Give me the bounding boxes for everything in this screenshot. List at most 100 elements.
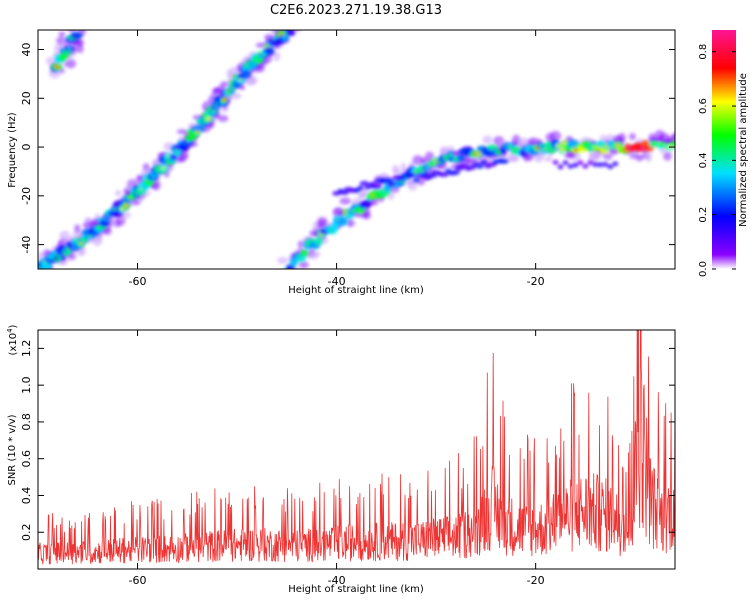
spectrogram-core-blob <box>595 140 605 147</box>
spectrogram-secondary-blob <box>612 161 619 167</box>
y-tick-label: 0.8 <box>20 413 33 431</box>
spectrogram-x-axis-label: Height of straight line (km) <box>288 285 424 296</box>
spectrogram-halo-blob <box>316 216 328 228</box>
spectrogram-heatmap <box>36 20 686 282</box>
spectrogram-peak-blob <box>640 147 645 151</box>
spectrogram-halo-blob <box>36 270 46 275</box>
spectrogram-core-blob <box>337 217 348 227</box>
spectrogram-peak-blob <box>560 148 565 152</box>
spectrogram-halo-blob <box>59 230 71 241</box>
spectrogram-halo-blob <box>675 141 686 149</box>
spectrogram-peak-blob <box>615 143 620 147</box>
spectrogram-secondary-blob <box>602 161 609 167</box>
spectrogram-halo-blob <box>79 245 86 256</box>
spectrogram-peak-blob <box>54 65 59 69</box>
spectrogram-panel: -60 -40 -20 -40 -20 0 20 40 Height of straight … <box>7 20 686 296</box>
spectrogram-frame <box>37 29 676 270</box>
spectrogram-halo-blob <box>544 155 553 162</box>
spectrogram-secondary-blob <box>587 160 594 166</box>
spectrogram-halo-blob <box>405 179 415 186</box>
snr-x-axis-label: Height of straight line (km) <box>288 584 424 595</box>
y-tick-label: -20 <box>20 187 33 205</box>
spectrogram-secondary-blob <box>439 172 449 178</box>
spectrogram-core-blob <box>193 125 206 132</box>
x-tick-label: -20 <box>527 275 545 288</box>
colorbar-tick-label: 0.8 <box>698 44 709 60</box>
spectrogram-halo-blob <box>645 151 653 162</box>
spectrogram-halo-blob <box>94 234 103 242</box>
spectrogram-axes: -60 -40 -20 -40 -20 0 20 40 <box>20 30 675 288</box>
chart-title: C2E6.2023.271.19.38.G13 <box>270 3 442 18</box>
y-tick-label: 0.2 <box>20 523 33 541</box>
spectrogram-secondary-blob <box>476 163 484 169</box>
spectrogram-halo-blob <box>220 81 229 88</box>
spectrogram-secondary-blob <box>582 163 589 169</box>
spectrogram-halo-blob <box>284 20 291 28</box>
spectrogram-halo-blob <box>287 276 299 282</box>
spectrogram-peak-blob <box>351 209 356 213</box>
spectrogram-halo-blob <box>391 164 399 173</box>
spectrogram-secondary-blob <box>383 177 394 183</box>
spectrogram-peak-blob <box>399 180 404 184</box>
spectrogram-core-blob <box>300 249 309 257</box>
spectrogram-secondary-blob <box>592 161 599 167</box>
spectrogram-peak-blob <box>448 153 453 157</box>
x-tick-label: -40 <box>328 275 346 288</box>
spectrogram-halo-blob <box>276 257 289 264</box>
colorbar-ticks: 0.0 0.2 0.4 0.6 0.8 <box>698 44 736 277</box>
spectrogram-halo-blob <box>288 20 300 30</box>
spectrogram-halo-blob <box>265 56 273 62</box>
spectrogram-halo-blob <box>67 30 77 33</box>
spectrogram-secondary-blob <box>572 162 579 168</box>
spectrogram-halo-blob <box>549 130 562 142</box>
spectrogram-halo-blob <box>221 105 229 113</box>
spectrogram-core-blob <box>566 139 579 149</box>
y-tick-label: 20 <box>20 91 33 105</box>
y-tick-label: 0.4 <box>20 487 33 505</box>
spectrogram-halo-blob <box>107 218 117 227</box>
snr-scale-note: (x104) <box>6 324 19 355</box>
colorbar: 0.0 0.2 0.4 0.6 0.8 Normalized spectral ampl… <box>698 30 749 277</box>
spectrogram-core-blob <box>263 47 275 55</box>
spectrogram-halo-blob <box>84 217 92 223</box>
snr-axes: -60 -40 -20 0.2 0.4 0.6 0.8 1.0 1.2 <box>20 330 675 587</box>
spectrogram-halo-blob <box>439 148 449 154</box>
spectrogram-core-blob <box>484 149 494 157</box>
spectrogram-peak-blob <box>211 110 216 114</box>
spectrogram-halo-blob <box>519 137 529 147</box>
colorbar-gradient <box>712 30 736 269</box>
spectrogram-core-blob <box>173 149 182 157</box>
spectrogram-secondary-blob <box>562 160 569 166</box>
spectrogram-halo-blob <box>58 31 66 38</box>
spectrogram-secondary-blob <box>577 160 584 166</box>
spectrogram-core-blob <box>669 141 675 147</box>
spectrogram-halo-blob <box>217 114 229 123</box>
y-tick-label: 1.2 <box>20 340 33 358</box>
spectrogram-halo-blob <box>120 211 131 219</box>
spectrogram-halo-blob <box>74 224 81 233</box>
spectrogram-peak-blob <box>67 47 72 51</box>
spectrogram-secondary-blob <box>597 162 604 168</box>
spectrogram-secondary-blob <box>408 172 416 178</box>
y-tick-label: 40 <box>20 43 33 57</box>
snr-frame <box>37 329 676 570</box>
spectrogram-peak-blob <box>57 256 62 260</box>
spectrogram-secondary-blob <box>357 185 364 191</box>
spectrogram-peak-blob <box>229 88 234 92</box>
spectrogram-halo-blob <box>482 135 493 145</box>
spectrogram-core-blob <box>70 31 83 40</box>
colorbar-tick-label: 0.0 <box>698 261 709 277</box>
colorbar-tick-label: 0.4 <box>698 152 709 168</box>
y-tick-label: 0.6 <box>20 450 33 468</box>
spectrogram-peak-blob <box>238 78 243 82</box>
y-tick-label: -40 <box>20 236 33 254</box>
spectrogram-halo-blob <box>400 162 407 172</box>
spectrogram-halo-blob <box>358 190 368 198</box>
x-tick-label: -40 <box>328 574 346 587</box>
spectrogram-core-blob <box>362 199 372 208</box>
spectrogram-peak-blob <box>161 166 166 170</box>
spectrogram-peak-blob <box>424 167 429 171</box>
spectrogram-peak-blob <box>206 117 211 121</box>
spectrogram-secondary-blob <box>557 164 564 170</box>
spectrogram-halo-blob <box>339 197 352 205</box>
